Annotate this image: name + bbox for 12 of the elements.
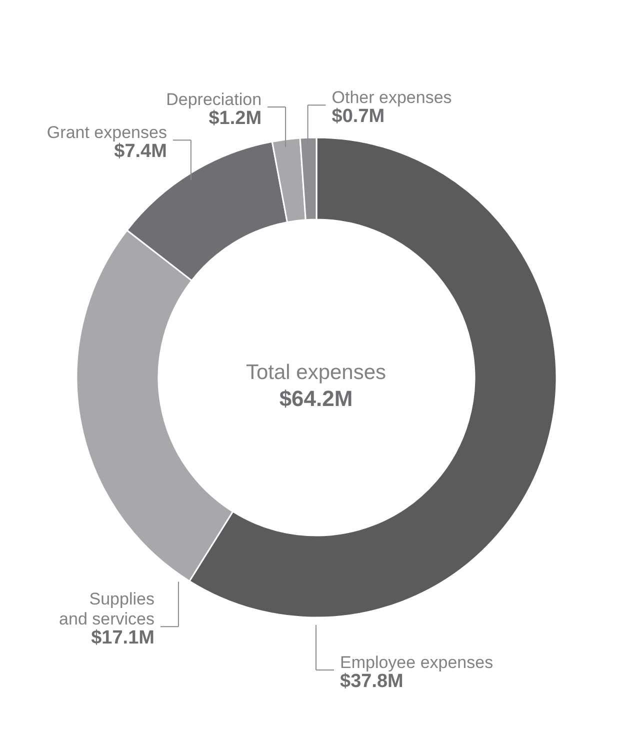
slice-label: Grant expenses	[46, 123, 167, 142]
data-label: $7.4M	[114, 141, 167, 162]
slice-label: Other expenses	[332, 88, 452, 108]
data-label: $17.1M	[91, 628, 154, 649]
text: Total expenses	[246, 361, 386, 384]
data-label: $37.8M	[340, 671, 404, 692]
slice-label: Employee expenses	[340, 653, 494, 672]
data-label: $0.7M	[332, 106, 385, 128]
slice-label: Depreciation	[166, 90, 262, 109]
text: $64.2M	[279, 386, 353, 411]
data-label: $1.2M	[208, 108, 262, 129]
slice-label: Supplies and services	[59, 590, 154, 629]
